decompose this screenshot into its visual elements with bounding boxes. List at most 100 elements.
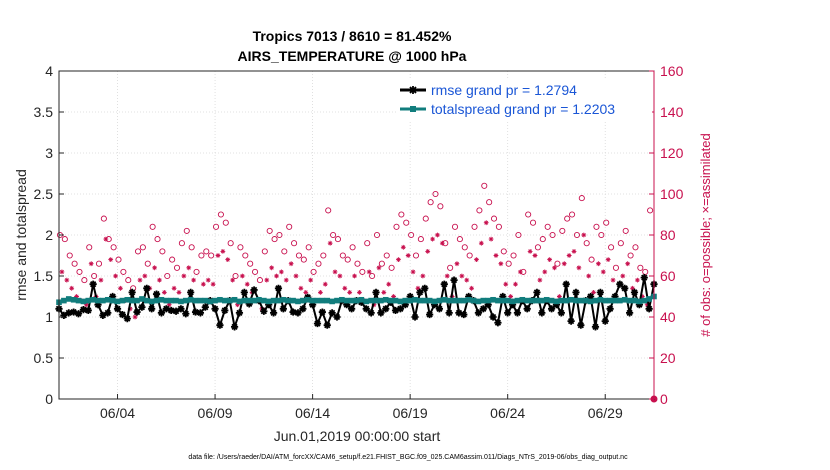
obs-possible-point xyxy=(325,207,332,214)
obs-assimilated-point xyxy=(293,273,299,279)
rmse-point xyxy=(640,274,648,282)
obs-assimilated-point xyxy=(113,273,118,279)
rmse-point xyxy=(157,309,166,317)
x-tick-label: 06/29 xyxy=(588,405,623,421)
spread-point xyxy=(617,297,623,304)
spread-point xyxy=(212,297,218,304)
spread-point xyxy=(543,296,550,303)
obs-possible-point xyxy=(510,252,517,259)
rmse-point xyxy=(362,305,370,313)
rmse-point xyxy=(309,301,317,309)
obs-possible-point xyxy=(525,211,532,218)
spread-point xyxy=(65,296,72,302)
obs-assimilated-point xyxy=(337,273,343,279)
spread-point xyxy=(397,298,404,305)
obs-assimilated-point xyxy=(420,273,426,279)
rmse-point xyxy=(70,308,78,316)
spread-point xyxy=(631,297,638,304)
spread-point xyxy=(568,296,574,303)
obs-assimilated-point xyxy=(352,273,357,279)
obs-assimilated-point xyxy=(127,306,133,312)
rmse-point xyxy=(382,305,390,313)
obs-assimilated-point xyxy=(322,281,328,287)
rmse-point xyxy=(635,301,643,309)
spread-point xyxy=(300,297,306,304)
obs-possible-point xyxy=(100,215,107,222)
obs-assimilated-point xyxy=(620,273,626,279)
y-tick-label-right: 120 xyxy=(660,145,684,161)
rmse-point xyxy=(235,309,244,317)
obs-assimilated-point xyxy=(532,253,538,258)
y-tick-label-right: 40 xyxy=(660,309,676,325)
spread-point xyxy=(363,298,370,305)
rmse-point xyxy=(152,290,161,298)
obs-assimilated-point xyxy=(108,257,114,262)
rmse-point xyxy=(94,301,102,309)
obs-possible-point xyxy=(559,227,566,234)
obs-possible-point xyxy=(344,256,351,263)
obs-assimilated-point xyxy=(142,273,148,279)
obs-assimilated-point xyxy=(342,285,348,291)
obs-assimilated-point xyxy=(225,257,231,262)
rmse-point xyxy=(508,301,517,309)
spread-point xyxy=(402,297,409,304)
spread-point xyxy=(256,296,262,303)
rmse-point xyxy=(167,306,175,315)
rmse-point xyxy=(591,323,600,331)
obs-possible-point xyxy=(447,264,454,271)
obs-possible-point xyxy=(495,223,502,230)
x-tick-label: 06/19 xyxy=(393,405,428,421)
obs-possible-point xyxy=(603,219,610,226)
rmse-point xyxy=(318,308,326,316)
spread-point xyxy=(158,296,165,303)
rmse-point xyxy=(435,305,444,313)
obs-assimilated-point xyxy=(478,240,484,246)
obs-assimilated-point xyxy=(566,253,572,258)
obs-possible-point xyxy=(403,219,410,226)
obs-assimilated-point xyxy=(644,302,650,308)
obs-possible-point xyxy=(193,268,200,275)
rmse-point xyxy=(240,288,248,296)
spread-point xyxy=(139,296,145,302)
obs-assimilated-point xyxy=(493,253,499,258)
spread-point xyxy=(85,297,92,304)
rmse-point xyxy=(601,317,609,325)
obs-assimilated-point xyxy=(561,261,567,267)
rmse-point xyxy=(416,288,424,296)
spread-point xyxy=(100,297,106,304)
obs-assimilated-point xyxy=(98,277,104,283)
obs-assimilated-point xyxy=(527,249,533,254)
obs-assimilated-point xyxy=(191,277,197,283)
rmse-point xyxy=(128,288,136,296)
obs-possible-point xyxy=(61,236,68,243)
y-tick-label-left: 3 xyxy=(45,145,53,161)
spread-point xyxy=(490,296,496,303)
obs-assimilated-point xyxy=(327,240,333,246)
obs-possible-point xyxy=(300,256,307,263)
obs-assimilated-point xyxy=(488,236,494,242)
spread-point xyxy=(563,297,570,304)
obs-assimilated-point xyxy=(586,273,592,279)
rmse-point xyxy=(372,288,380,296)
obs-possible-point xyxy=(354,260,361,267)
rmse-point xyxy=(538,309,546,317)
spread-point xyxy=(104,296,111,303)
obs-possible-point xyxy=(159,248,166,255)
obs-assimilated-point xyxy=(517,269,523,275)
rmse-point xyxy=(172,307,180,315)
obs-possible-point xyxy=(339,252,346,259)
spread-point xyxy=(407,297,413,304)
obs-possible-point xyxy=(349,244,356,251)
obs-assimilated-point xyxy=(483,220,489,226)
obs-possible-point xyxy=(642,268,649,275)
spread-point xyxy=(480,297,487,304)
rmse-point xyxy=(426,310,434,319)
obs-assimilated-point xyxy=(630,285,635,291)
obs-assimilated-point xyxy=(64,277,70,283)
obs-assimilated-point xyxy=(88,261,94,267)
spread-point xyxy=(431,298,438,305)
rmse-point xyxy=(455,309,463,317)
spread-point xyxy=(495,297,501,304)
spread-point xyxy=(143,297,150,304)
spread-point xyxy=(621,296,628,303)
